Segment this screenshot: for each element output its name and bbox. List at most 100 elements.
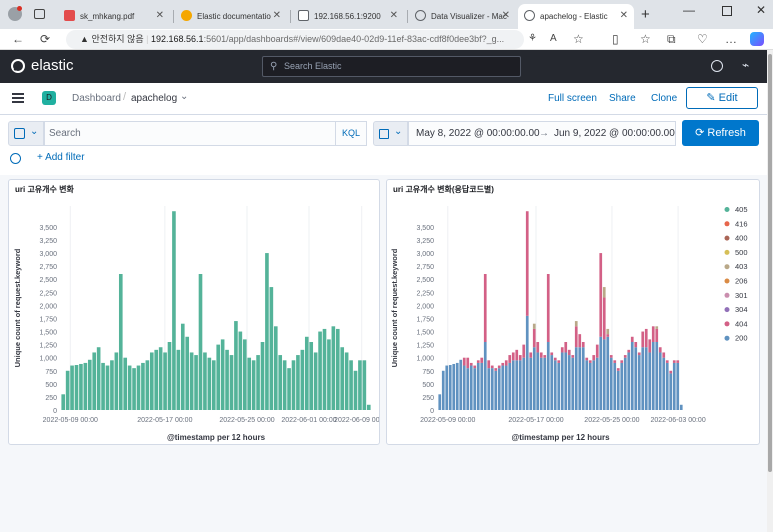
close-tab-icon[interactable]: ✕ <box>155 10 164 21</box>
add-filter-button[interactable]: + Add filter <box>37 152 85 163</box>
bar-segment-200 <box>497 368 501 410</box>
saved-query-button[interactable]: ⌄ <box>8 121 44 146</box>
close-tab-icon[interactable]: ✕ <box>272 10 281 21</box>
health-icon[interactable]: ♡ <box>697 32 708 46</box>
close-window-icon[interactable]: ✕ <box>756 3 767 17</box>
bar <box>167 342 172 410</box>
query-input[interactable]: Search <box>44 121 336 146</box>
close-tab-icon[interactable]: ✕ <box>501 10 510 21</box>
browser-tab[interactable]: 192.168.56.1:9200 ✕ <box>292 4 404 29</box>
url-field[interactable]: ▲ 안전하지 않음 | 192.168.56.1:5601/app/dashbo… <box>66 30 524 49</box>
legend-label: 403 <box>735 262 748 271</box>
menu-icon[interactable] <box>12 93 24 103</box>
newsfeed-icon[interactable]: ⌁ <box>742 58 750 72</box>
bar-segment-404 <box>462 357 466 366</box>
date-range-picker[interactable]: May 8, 2022 @ 00:00:00.00 → Jun 9, 2022 … <box>408 121 676 146</box>
chevron-down-icon: ⌄ <box>30 126 39 137</box>
minimize-icon[interactable]: — <box>683 3 695 17</box>
breadcrumb-separator: / <box>123 91 127 103</box>
bar <box>105 365 110 410</box>
date-quick-menu-button[interactable]: ⌄ <box>373 121 408 146</box>
copilot-icon[interactable] <box>750 32 764 46</box>
breadcrumb-dashboard[interactable]: Dashboard <box>72 93 121 104</box>
browser-tab[interactable]: sk_mhkang.pdf ✕ <box>58 4 170 29</box>
close-tab-icon[interactable]: ✕ <box>389 10 398 21</box>
bar <box>366 404 371 410</box>
maximize-icon[interactable] <box>722 6 732 16</box>
refresh-button[interactable]: ⟳ Refresh <box>682 120 759 146</box>
split-screen-icon[interactable]: ▯ <box>612 32 619 46</box>
bar-segment-200 <box>532 347 536 410</box>
bar <box>327 339 331 410</box>
bar <box>65 370 70 410</box>
legend-swatch <box>724 249 730 255</box>
y-tick-label: 2,500 <box>39 277 57 284</box>
edit-button[interactable]: ✎ Edit <box>686 87 758 109</box>
tab-actions-icon[interactable] <box>34 9 45 19</box>
dashboard-header: D Dashboard / apachelog ⌄ Full screen Sh… <box>0 83 767 115</box>
close-tab-icon[interactable]: ✕ <box>619 10 628 21</box>
bar-segment-404 <box>560 347 564 353</box>
y-tick-label: 2,750 <box>39 264 57 271</box>
start-date[interactable]: May 8, 2022 @ 00:00:00.00 <box>416 128 540 139</box>
filter-icon[interactable] <box>10 153 21 164</box>
bar <box>145 360 150 410</box>
favorites-icon[interactable]: ☆ <box>640 32 651 46</box>
reader-icon[interactable]: ⚘ <box>528 33 537 44</box>
bar-segment-404 <box>637 352 641 356</box>
bar-segment-404 <box>546 274 550 342</box>
browser-tab[interactable]: Data Visualizer - Mac ✕ <box>409 4 516 29</box>
bar <box>300 349 305 410</box>
x-tick-label: 2022-05-09 00:00 <box>420 417 475 424</box>
bar-segment-200 <box>539 357 543 410</box>
bar <box>331 326 336 410</box>
bar-segment-403 <box>574 321 578 327</box>
panel-uri-count-by-code: uri 고유개수 변화(응답코드별) 0 250 500 750 1,000 1,250 1… <box>386 179 760 445</box>
global-search-input[interactable]: ⚲ Search Elastic <box>262 56 521 77</box>
bar-segment-200 <box>501 365 505 410</box>
bar-segment-200 <box>553 360 557 410</box>
brand-name[interactable]: elastic <box>31 57 74 74</box>
bar <box>172 211 176 410</box>
y-tick-label: 500 <box>422 382 434 389</box>
favorite-icon[interactable]: ☆ <box>573 32 584 46</box>
bar-segment-200 <box>658 352 662 410</box>
share-button[interactable]: Share <box>609 93 636 104</box>
tab-separator <box>407 10 408 23</box>
clone-button[interactable]: Clone <box>651 93 678 104</box>
bar-segment-404 <box>490 365 494 369</box>
y-tick-label: 1,250 <box>416 343 434 350</box>
legend-swatch <box>724 207 730 212</box>
browser-tab[interactable]: Elastic documentatio ✕ <box>175 4 287 29</box>
reload-icon[interactable]: ⟳ <box>40 32 51 46</box>
kql-button[interactable]: KQL <box>336 121 367 146</box>
collections-icon[interactable]: ⧉ <box>667 32 676 46</box>
full-screen-button[interactable]: Full screen <box>548 93 597 104</box>
uri-count-chart[interactable]: 0 250 500 750 1,000 1,250 1,500 1,750 2,000 2,250… <box>9 182 379 444</box>
read-aloud-icon[interactable]: A <box>550 33 557 44</box>
bar-segment-200 <box>599 336 603 410</box>
bar-segment-200 <box>620 362 624 410</box>
end-date[interactable]: Jun 9, 2022 @ 00:00:00.00 <box>554 128 675 139</box>
global-search-placeholder: Search Elastic <box>284 61 342 71</box>
more-icon[interactable]: … <box>725 32 737 46</box>
pdf-icon <box>64 10 75 21</box>
space-avatar[interactable]: D <box>42 91 56 105</box>
bar <box>83 362 88 410</box>
elastic-logo-icon[interactable] <box>11 59 25 73</box>
bar-segment-200 <box>655 342 659 410</box>
new-tab-icon[interactable]: + <box>641 6 650 23</box>
scrollbar-thumb[interactable] <box>768 54 772 472</box>
bar-segment-200 <box>518 360 522 410</box>
bar <box>353 370 358 410</box>
legend-label: 206 <box>735 277 748 286</box>
browser-tab-active[interactable]: apachelog - Elastic ✕ <box>518 4 634 29</box>
bar <box>291 360 296 410</box>
help-icon[interactable] <box>711 60 723 72</box>
uri-count-by-code-chart[interactable]: 0 250 500 750 1,000 1,250 1,500 1,750 2,000 2,250… <box>387 182 759 444</box>
bar-segment-404 <box>578 334 582 348</box>
back-icon[interactable]: ← <box>12 32 24 46</box>
bar-segment-200 <box>588 362 592 410</box>
chevron-down-icon[interactable]: ⌄ <box>180 91 189 102</box>
bar-segment-200 <box>672 362 676 410</box>
